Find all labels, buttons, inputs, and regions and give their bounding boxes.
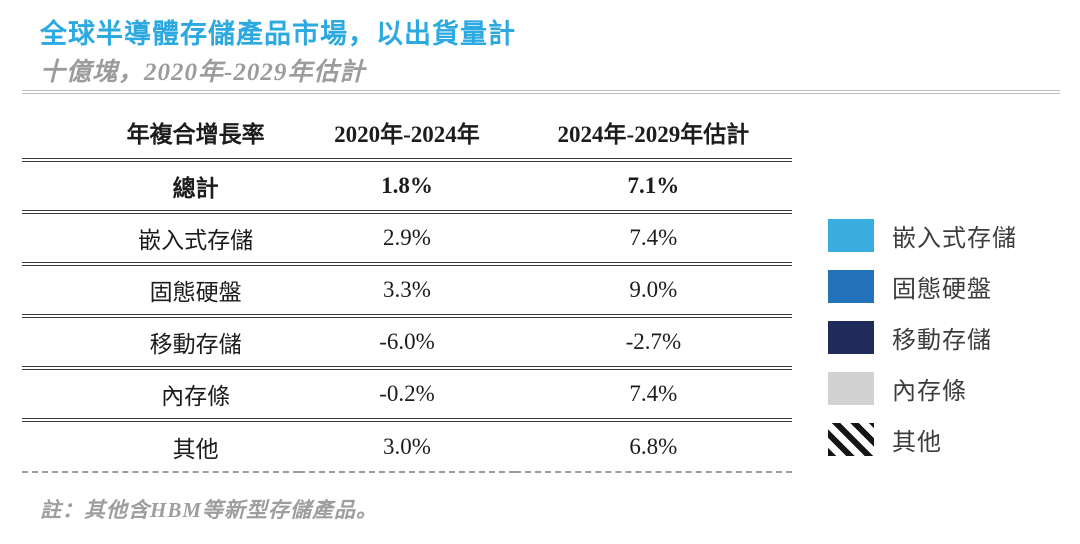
figure-subtitle: 十億塊，2020年-2029年估計 xyxy=(40,59,366,86)
value-2024-2029e: 7.4% xyxy=(629,225,678,250)
value-2020-2024: 2.9% xyxy=(383,225,431,250)
row-label: 嵌入式存儲 xyxy=(138,228,254,253)
value-2020-2024: -6.0% xyxy=(379,329,435,354)
legend-label: 固態硬盤 xyxy=(892,277,992,303)
table-row-mobile-storage: 移動存儲 -6.0% -2.7% xyxy=(22,316,792,368)
table-row-memory-module: 內存條 -0.2% 7.4% xyxy=(22,368,792,420)
legend-label: 內存條 xyxy=(892,379,967,405)
row-label: 固態硬盤 xyxy=(149,280,242,305)
legend-label: 其他 xyxy=(892,430,942,456)
legend: 嵌入式存儲 固態硬盤 移動存儲 內存條 其他 xyxy=(828,219,1017,474)
legend-item-ssd: 固態硬盤 xyxy=(828,270,1017,303)
figure-title: 全球半導體存儲產品市場，以出貨量計 xyxy=(40,19,516,49)
table-row-total: 總計 1.8% 7.1% xyxy=(22,160,792,212)
row-label: 內存條 xyxy=(161,384,231,409)
legend-label: 嵌入式存儲 xyxy=(892,226,1017,252)
column-header-2024-2029e: 2024年-2029年估計 xyxy=(557,122,750,147)
legend-swatch-icon xyxy=(828,321,874,354)
value-2024-2029e: 7.4% xyxy=(629,381,678,406)
legend-item-others: 其他 xyxy=(828,423,1017,456)
table-row-embedded-storage: 嵌入式存儲 2.9% 7.4% xyxy=(22,212,792,264)
value-2020-2024: 3.0% xyxy=(383,433,431,459)
figure-footnote: 註：其他含HBM等新型存儲產品。 xyxy=(40,498,379,522)
column-header-cagr: 年複合增長率 xyxy=(126,122,265,147)
legend-item-mobile-storage: 移動存儲 xyxy=(828,321,1017,354)
legend-item-embedded-storage: 嵌入式存儲 xyxy=(828,219,1017,252)
value-2024-2029e: -2.7% xyxy=(625,329,682,354)
row-label: 總計 xyxy=(172,176,219,201)
value-2024-2029e: 9.0% xyxy=(629,277,678,302)
table-row-others: 其他 3.0% 6.8% xyxy=(22,420,792,472)
value-2020-2024: 3.3% xyxy=(383,277,431,302)
header-divider xyxy=(22,90,1060,94)
value-2020-2024: 1.8% xyxy=(381,173,433,198)
table-header-row: 年複合增長率 2020年-2024年 2024年-2029年估計 xyxy=(22,106,792,160)
value-2024-2029e: 6.8% xyxy=(629,433,678,459)
legend-swatch-icon xyxy=(828,219,874,252)
row-label: 移動存儲 xyxy=(149,332,242,357)
row-label: 其他 xyxy=(172,436,219,462)
legend-hatch-swatch-icon xyxy=(828,423,874,456)
legend-swatch-icon xyxy=(828,372,874,405)
column-header-2020-2024: 2020年-2024年 xyxy=(334,122,480,147)
legend-item-memory-module: 內存條 xyxy=(828,372,1017,405)
value-2024-2029e: 7.1% xyxy=(627,173,680,198)
value-2020-2024: -0.2% xyxy=(379,381,435,406)
legend-swatch-icon xyxy=(828,270,874,303)
cagr-table: 年複合增長率 2020年-2024年 2024年-2029年估計 總計 1.8%… xyxy=(22,106,792,473)
table-row-ssd: 固態硬盤 3.3% 9.0% xyxy=(22,264,792,316)
legend-label: 移動存儲 xyxy=(892,328,992,354)
